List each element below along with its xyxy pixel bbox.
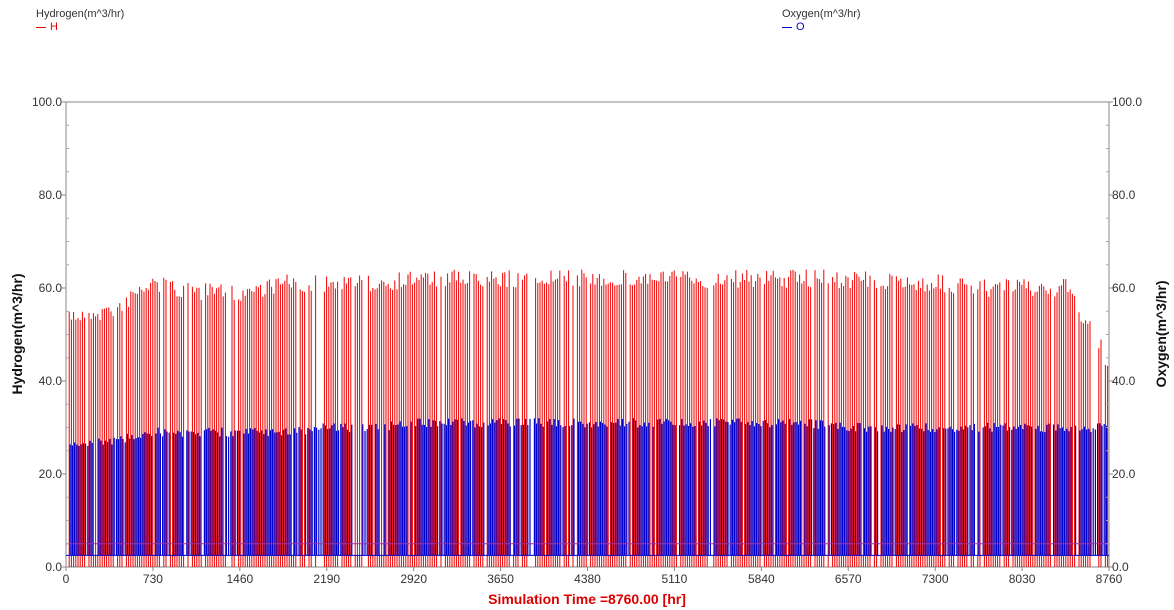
legend-oxygen-title: Oxygen(m^3/hr) — [782, 8, 861, 20]
y-tick-label-right: 60.0 — [1112, 281, 1136, 295]
y-axis-left-title: Hydrogen(m^3/hr) — [9, 274, 25, 395]
x-tick-label: 4380 — [574, 572, 601, 586]
y-tick-label-left: 20.0 — [39, 467, 63, 481]
legend-oxygen-swatch — [782, 27, 792, 28]
x-tick-label: 5840 — [748, 572, 775, 586]
chart-marks — [66, 269, 1109, 567]
y-tick-label-left: 40.0 — [39, 374, 63, 388]
x-tick-label: 1460 — [226, 572, 253, 586]
x-tick-label: 2920 — [400, 572, 427, 586]
legend-oxygen-entry: O — [782, 21, 861, 34]
x-tick-label: 7300 — [922, 572, 949, 586]
y-tick-label-right: 80.0 — [1112, 188, 1136, 202]
x-tick-label: 6570 — [835, 572, 862, 586]
y-tick-label-left: 100.0 — [32, 95, 62, 109]
legend-hydrogen-title: Hydrogen(m^3/hr) — [36, 8, 125, 20]
y-tick-label-left: 60.0 — [39, 281, 63, 295]
legend-hydrogen-entry: H — [36, 21, 124, 34]
y-tick-label-right: 100.0 — [1112, 95, 1142, 109]
x-tick-label: 0 — [63, 572, 70, 586]
x-axis-title: Simulation Time =8760.00 [hr] — [488, 591, 686, 607]
legend-hydrogen-swatch — [36, 27, 46, 28]
y-axis-right-title: Oxygen(m^3/hr) — [1153, 281, 1169, 388]
x-tick-label: 5110 — [662, 572, 688, 586]
y-tick-label-left: 80.0 — [39, 188, 63, 202]
y-tick-label-left: 0.0 — [45, 560, 62, 574]
y-tick-label-right: 20.0 — [1112, 467, 1136, 481]
x-tick-label: 2190 — [313, 572, 340, 586]
x-tick-label: 8030 — [1009, 572, 1036, 586]
axes: 0.0 0.0 20.0 20.0 40.0 40.0 60.0 60.0 80.0 80.0 10… — [32, 95, 1142, 586]
legend-hydrogen-label: H — [50, 21, 58, 33]
x-tick-label: 8760 — [1096, 572, 1123, 586]
legend-oxygen-label: O — [796, 21, 805, 33]
y-tick-label-right: 0.0 — [1112, 560, 1129, 574]
x-tick-label: 3650 — [487, 572, 514, 586]
legend-oxygen: Oxygen(m^3/hr) O — [782, 8, 861, 34]
y-tick-label-right: 40.0 — [1112, 374, 1136, 388]
x-tick-label: 730 — [143, 572, 163, 586]
legend-hydrogen: Hydrogen(m^3/hr) H — [36, 8, 124, 34]
